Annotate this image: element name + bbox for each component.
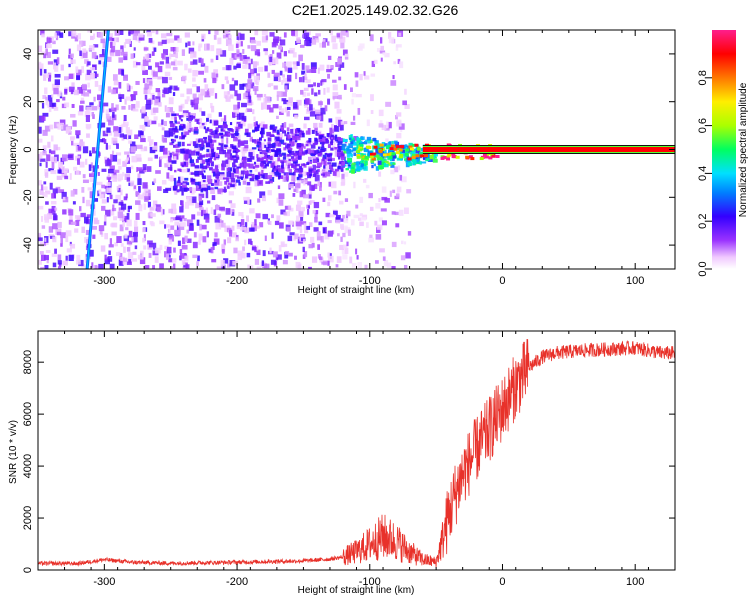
colorbar-tick-label: 0.0 — [697, 261, 709, 276]
top-y-tick-label: 0 — [22, 146, 34, 152]
bottom-plot-frame — [37, 330, 676, 571]
bottom-x-tick-label: 0 — [499, 576, 505, 588]
top-y-tick-label: 40 — [22, 48, 34, 60]
bottom-y-tick-label: 2000 — [22, 506, 34, 530]
bottom-y-tick-label: 4000 — [22, 454, 34, 478]
top-y-tick-label: -40 — [22, 237, 34, 253]
bottom-y-tick-label: 6000 — [22, 402, 34, 426]
bottom-x-axis-label: Height of straight line (km) — [298, 585, 415, 596]
top-y-tick-label: -20 — [22, 189, 34, 205]
bottom-x-tick-label: -300 — [93, 576, 115, 588]
top-y-axis-label: Frequency (Hz) — [8, 116, 19, 185]
top-x-axis-label: Height of straight line (km) — [298, 285, 415, 296]
top-x-tick-label: -200 — [226, 275, 248, 287]
snr-plot — [38, 338, 675, 568]
colorbar-tick-label: 0.2 — [697, 214, 709, 229]
top-x-tick-label: 100 — [626, 275, 644, 287]
colorbar-label: Normalized spectral amplitude — [738, 82, 749, 217]
top-y-tick-label: 20 — [22, 96, 34, 108]
colorbar-tick-label: 0.8 — [697, 70, 709, 85]
bottom-x-tick-label: -100 — [359, 576, 381, 588]
bottom-y-axis-label: SNR (10 * v/v) — [8, 420, 19, 484]
spectrogram-heatmap — [38, 30, 675, 269]
snr-series-line — [38, 338, 675, 568]
top-x-tick-label: -300 — [93, 275, 115, 287]
bottom-x-tick-label: -200 — [226, 576, 248, 588]
bottom-y-tick-label: 8000 — [22, 350, 34, 374]
bottom-x-tick-label: 100 — [626, 576, 644, 588]
colorbar — [712, 30, 736, 269]
colorbar-tick-label: 0.6 — [697, 118, 709, 133]
top-x-tick-label: 0 — [499, 275, 505, 287]
colorbar-tick-label: 0.4 — [697, 166, 709, 181]
bottom-y-tick-label: 0 — [22, 567, 34, 573]
top-x-tick-label: -100 — [359, 275, 381, 287]
chart-title: C2E1.2025.149.02.32.G26 — [291, 2, 459, 18]
